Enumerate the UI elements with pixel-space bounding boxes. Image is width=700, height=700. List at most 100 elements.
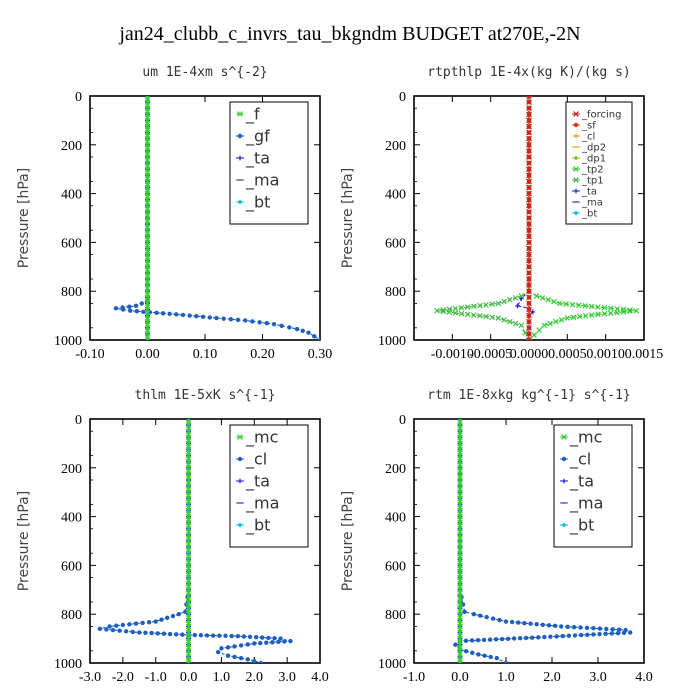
data-point [300, 328, 305, 334]
data-point [526, 160, 532, 166]
data-point [130, 629, 135, 635]
data-point [185, 629, 192, 636]
data-point [165, 615, 170, 621]
data-point [546, 623, 552, 628]
legend-label: _ma [245, 171, 279, 191]
legend-label: _mc [245, 428, 278, 448]
data-point [512, 295, 519, 301]
data-point [539, 295, 546, 301]
data-point [560, 633, 565, 639]
data-point [144, 111, 151, 118]
data-point [526, 318, 532, 325]
data-point [185, 501, 192, 508]
data-point [264, 640, 269, 645]
data-point [563, 301, 569, 307]
data-point [457, 611, 463, 618]
data-point [526, 96, 532, 99]
data-point [501, 317, 507, 323]
data-point [481, 637, 487, 643]
legend-label: _tp2 [581, 165, 604, 176]
legend: _mc_cl_ta_ma_bt [553, 424, 633, 548]
x-tick-label: 3.0 [278, 670, 296, 685]
data-point [144, 300, 151, 307]
legend-label: _dp1 [581, 154, 606, 165]
data-point [457, 471, 463, 477]
data-point [257, 320, 262, 325]
x-tick-label: 3.0 [589, 670, 607, 685]
data-point [185, 446, 192, 453]
data-point [434, 307, 440, 314]
panel-title: rtm 1E-8xkg kg^{-1} s^{-1} [427, 388, 631, 403]
legend-label: _ma [245, 494, 279, 514]
data-point [526, 251, 532, 258]
data-point [232, 644, 237, 649]
data-point [526, 148, 532, 154]
data-point [144, 154, 151, 160]
data-point [170, 613, 176, 619]
data-point [595, 311, 601, 318]
data-point [185, 489, 192, 496]
data-point [542, 634, 547, 640]
data-point [161, 631, 167, 636]
data-point [457, 446, 463, 453]
data-point [200, 314, 206, 320]
data-point [615, 630, 621, 636]
data-point [113, 306, 119, 311]
data-point [155, 631, 160, 636]
data-point [253, 635, 259, 640]
data-point [559, 624, 564, 629]
y-axis-label: Pressure [hPa] [340, 491, 356, 591]
data-point [571, 624, 577, 630]
data-point [565, 624, 570, 629]
data-point [572, 633, 578, 638]
data-point [440, 307, 446, 313]
data-point [526, 184, 532, 191]
y-tick-label: 200 [61, 462, 82, 477]
data-point [548, 634, 553, 639]
legend-label: _cl [569, 450, 591, 470]
data-point [503, 660, 509, 663]
data-point [185, 477, 192, 483]
legend-label: _ma [569, 494, 603, 514]
data-point [457, 586, 463, 593]
data-point [597, 626, 603, 631]
data-point [144, 117, 151, 124]
data-point [578, 625, 583, 630]
data-point [604, 626, 609, 632]
data-point [141, 309, 146, 314]
x-tick-label: -2.0 [112, 670, 134, 685]
x-tick-label: 0.10 [193, 347, 218, 362]
data-point [247, 634, 253, 640]
data-point [457, 605, 463, 611]
data-point [553, 318, 559, 325]
y-tick-label: 1000 [54, 657, 82, 672]
data-point [185, 562, 192, 569]
data-point [306, 330, 311, 335]
data-point [133, 621, 139, 626]
data-point [526, 288, 532, 295]
data-point [457, 525, 463, 532]
x-tick-label: 2.0 [543, 670, 561, 685]
data-point [279, 323, 284, 328]
data-point [114, 623, 119, 628]
data-point [526, 300, 532, 307]
legend: _f_gf_ta_ma_bt [229, 101, 309, 225]
y-axis-label: Pressure [hPa] [340, 168, 356, 268]
data-point [564, 315, 571, 321]
legend-label: _tp1 [581, 176, 604, 187]
data-point [185, 525, 192, 532]
y-tick-label: 1000 [378, 657, 406, 672]
data-point [528, 621, 533, 626]
data-point [185, 580, 192, 587]
data-point [128, 308, 133, 313]
data-point [174, 632, 179, 637]
data-point [526, 337, 532, 340]
chart-panel-3: thlm 1E-5xK s^{-1} Pressure [hPa] 0 200 400 6… [16, 388, 329, 685]
y-tick-label: 200 [385, 462, 406, 477]
data-point [457, 580, 463, 587]
data-point [494, 655, 499, 661]
data-point [509, 619, 515, 625]
data-point [601, 304, 608, 311]
data-point [245, 657, 250, 662]
data-point [185, 556, 192, 563]
